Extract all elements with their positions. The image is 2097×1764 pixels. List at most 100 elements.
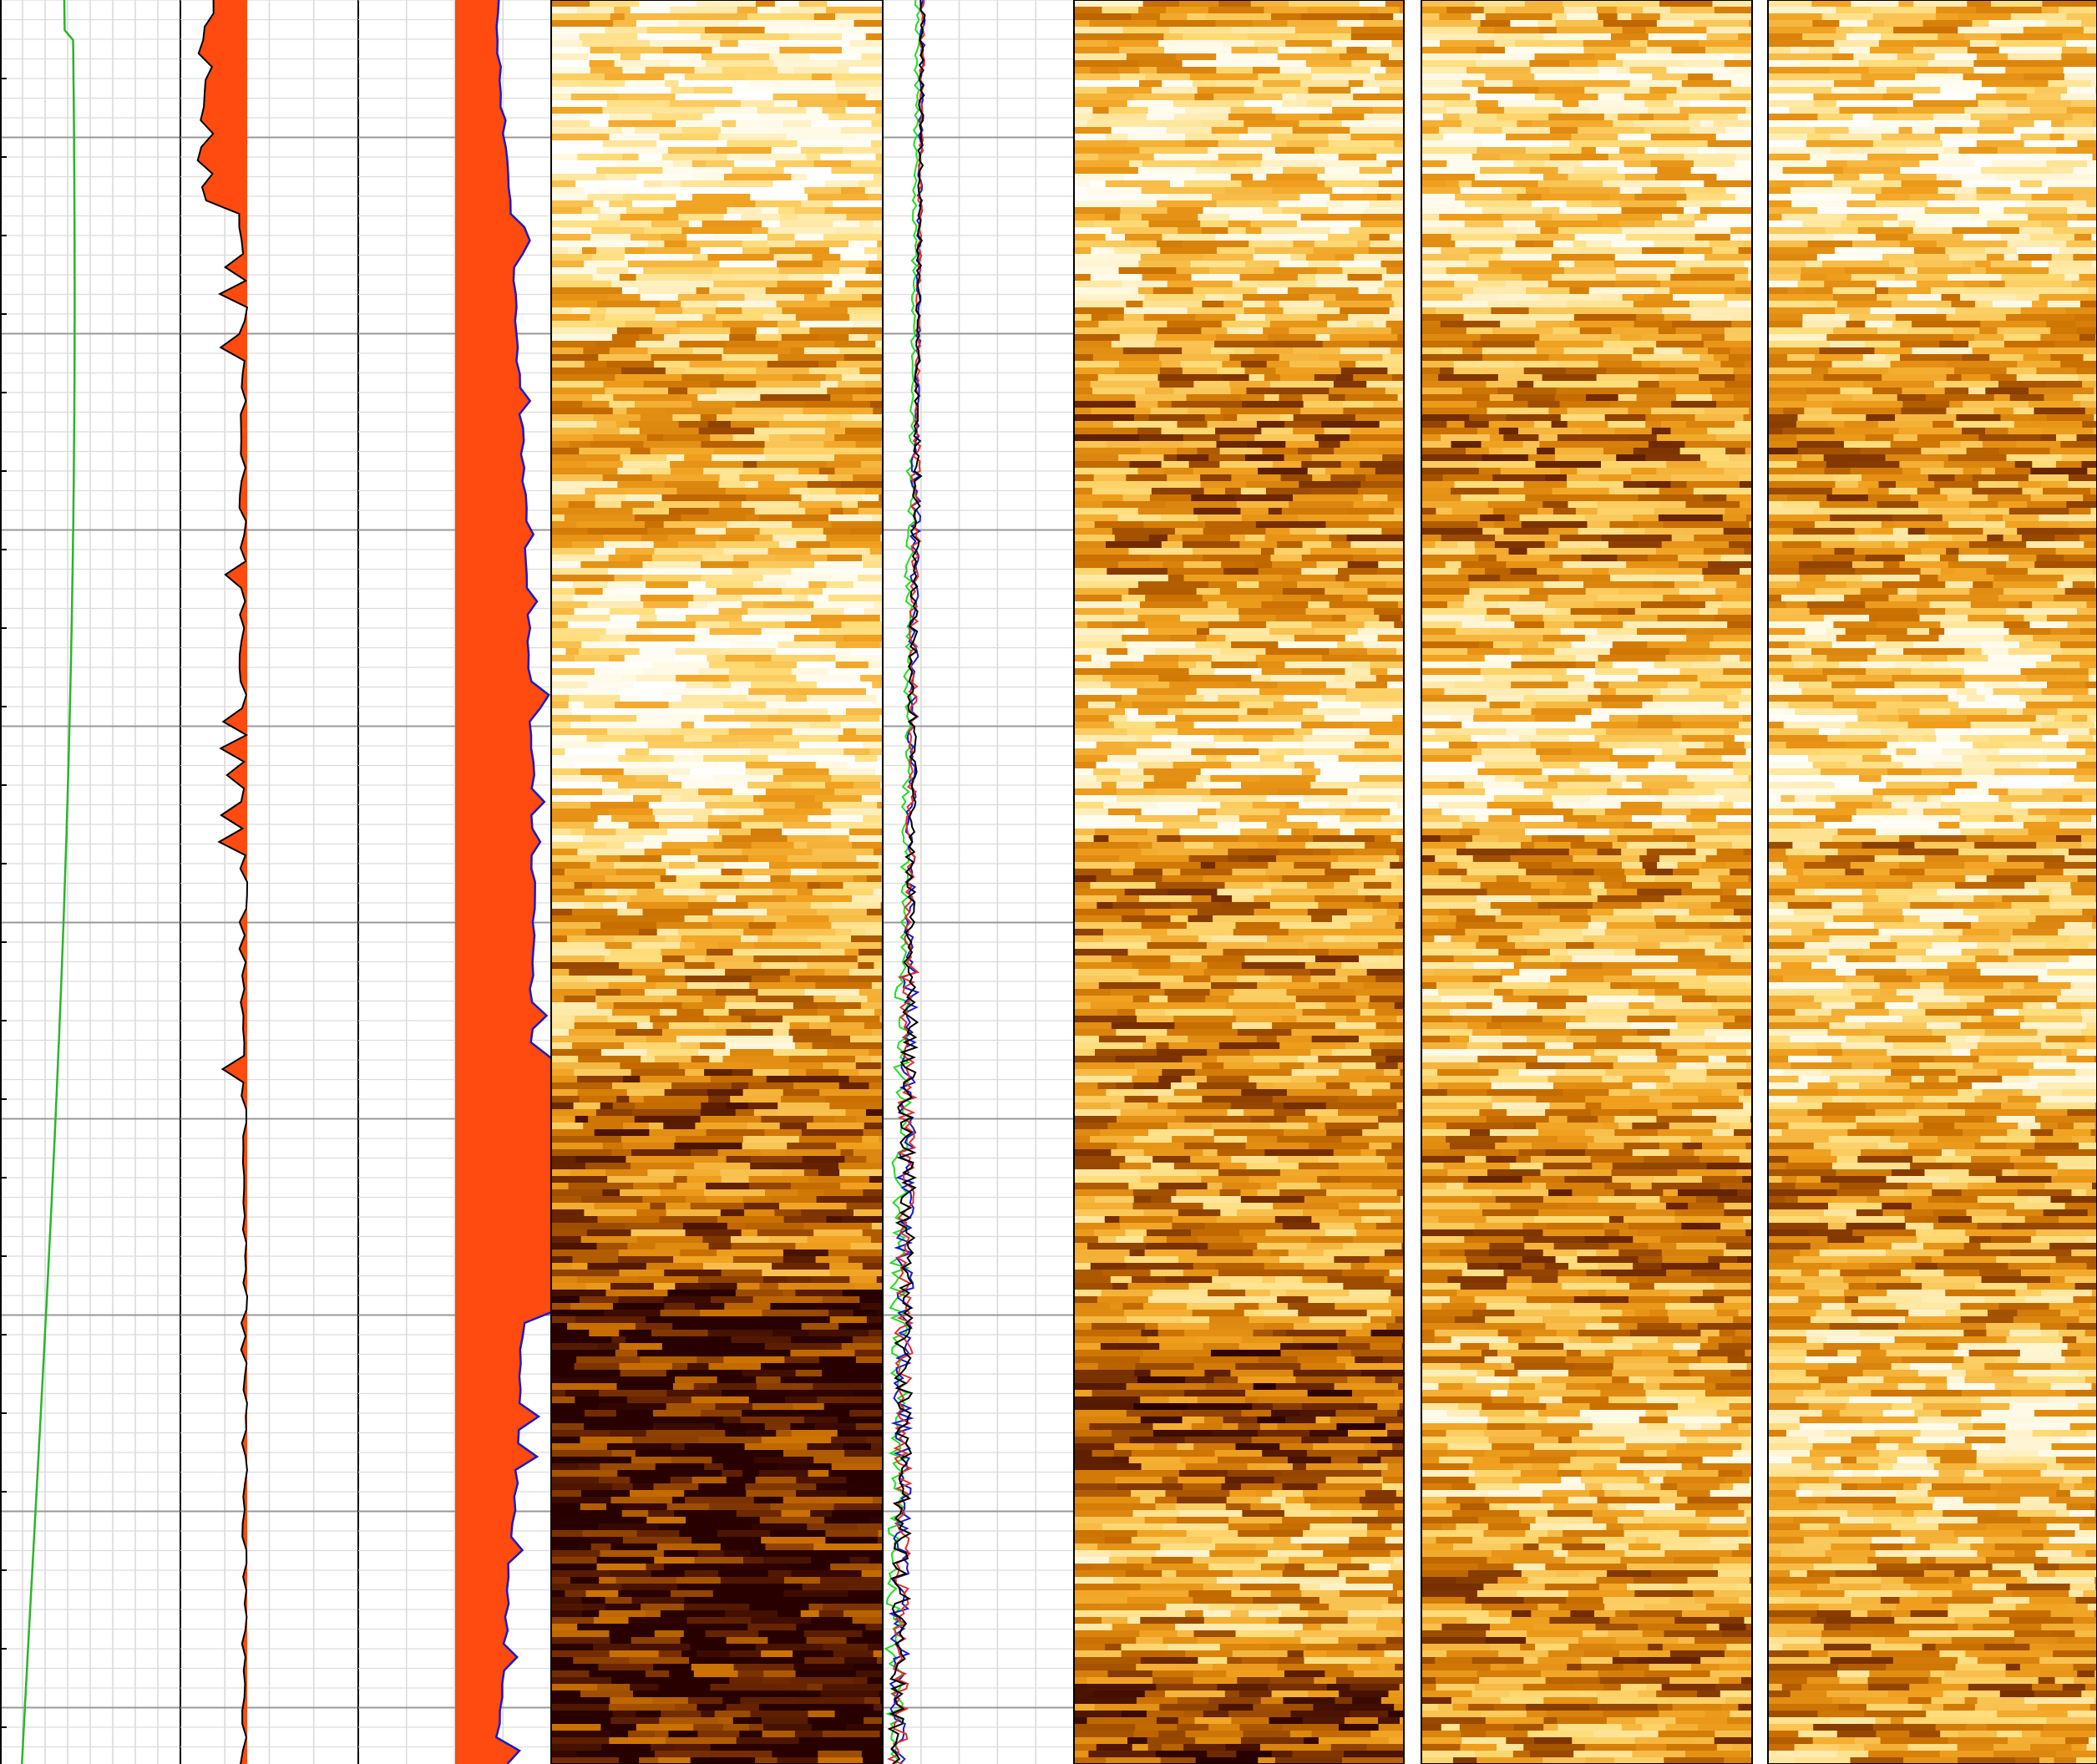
image-cell (1234, 1303, 1259, 1310)
image-cell (618, 1256, 674, 1264)
image-cell (1074, 1483, 1118, 1491)
image-cell (571, 1537, 591, 1544)
image-cell (1366, 174, 1405, 181)
image-cell (755, 1757, 778, 1764)
image-cell (723, 214, 742, 221)
image-cell (672, 160, 693, 168)
image-cell (820, 154, 876, 161)
image-cell (715, 1584, 739, 1591)
image-cell (765, 1544, 814, 1551)
image-cell (1329, 388, 1386, 395)
image-cell (1354, 1670, 1384, 1678)
image-cell (1714, 7, 1753, 14)
image-cell (759, 1704, 775, 1711)
image-cell (695, 1303, 725, 1310)
image-cell (823, 274, 879, 281)
image-cell (1103, 1503, 1157, 1511)
image-cell (1225, 635, 1295, 642)
image-cell (1319, 354, 1383, 362)
image-cell (756, 381, 821, 388)
image-cell (1074, 80, 1140, 88)
image-cell (593, 200, 610, 208)
image-cell (595, 341, 636, 348)
image-cell (1251, 675, 1272, 682)
image-cell (1264, 535, 1330, 542)
image-cell (1295, 1002, 1326, 1010)
image-cell (1215, 80, 1264, 88)
image-cell (1314, 374, 1337, 382)
image-cell (749, 1604, 809, 1611)
image-cell (1230, 174, 1254, 181)
image-cell (671, 1457, 712, 1464)
image-cell (1159, 354, 1230, 362)
image-cell (551, 1530, 583, 1538)
image-cell (816, 27, 874, 34)
image-cell (819, 1089, 884, 1097)
image-cell (1143, 1303, 1188, 1310)
image-cell (707, 1089, 744, 1097)
image-cell (763, 1724, 813, 1731)
image-cell (1252, 20, 1288, 28)
image-cell (829, 301, 884, 308)
image-cell (1274, 1477, 1327, 1484)
image-cell (1074, 207, 1121, 215)
image-cell (1266, 795, 1304, 803)
image-cell (1276, 855, 1339, 863)
image-cell (1239, 702, 1274, 709)
image-cell (1074, 1757, 1107, 1764)
image-cell (1173, 1216, 1218, 1224)
image-cell (690, 849, 742, 856)
image-cell (551, 1089, 579, 1097)
image-cell (1199, 815, 1240, 823)
image-cell (725, 969, 791, 976)
image-cell (1091, 247, 1115, 255)
image-cell (1335, 889, 1359, 896)
image-cell (551, 1363, 575, 1371)
image-cell (597, 1684, 631, 1691)
image-cell (695, 528, 727, 535)
image-cell (831, 1463, 884, 1471)
image-cell (693, 1670, 739, 1678)
image-cell (1383, 855, 1400, 863)
image-cell (620, 220, 638, 228)
image-cell (1129, 160, 1143, 168)
image-cell (551, 842, 607, 849)
image-cell (771, 655, 821, 662)
image-cell (824, 287, 840, 295)
image-cell (1377, 1510, 1405, 1518)
image-cell (1230, 535, 1246, 542)
image-cell (551, 1250, 620, 1257)
image-cell (1348, 1610, 1405, 1618)
image-cell (1170, 1082, 1198, 1090)
image-cell (821, 1711, 836, 1718)
image-cell (1296, 94, 1354, 101)
image-cell (813, 1383, 882, 1391)
image-cell (788, 1056, 856, 1063)
image-cell (1238, 715, 1273, 722)
image-cell (1268, 508, 1283, 515)
image-cell (1319, 788, 1348, 796)
image-cell (752, 581, 786, 589)
image-cell (1244, 956, 1316, 963)
image-cell (1074, 742, 1097, 749)
image-cell (698, 1049, 731, 1057)
image-cell (609, 1570, 652, 1578)
image-cell (1197, 909, 1254, 916)
image-cell (1115, 1477, 1163, 1484)
image-cell (1305, 608, 1375, 616)
image-cell (1266, 621, 1312, 629)
image-cell (1218, 1704, 1254, 1711)
image-cell (698, 788, 733, 796)
image-cell (1187, 13, 1207, 21)
image-cell (1260, 1697, 1284, 1705)
image-cell (733, 555, 776, 562)
image-cell (1074, 401, 1137, 408)
image-cell (1356, 1229, 1405, 1237)
image-cell (1149, 555, 1203, 562)
image-cell (551, 755, 619, 763)
image-cell (1353, 555, 1405, 562)
image-cell (808, 1330, 869, 1337)
image-cell (723, 174, 792, 181)
image-cell (1155, 882, 1225, 890)
image-cell (852, 895, 884, 903)
